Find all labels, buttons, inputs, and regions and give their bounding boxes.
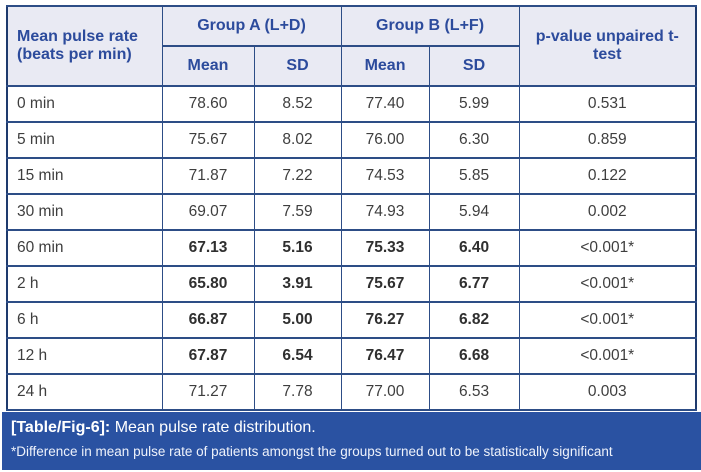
group-a-sd: 8.52 (253, 85, 342, 123)
group-a-mean: 71.27 (161, 373, 255, 411)
group-a-mean: 67.13 (161, 229, 255, 267)
caption-text: Mean pulse rate distribution. (114, 419, 316, 436)
group-a-mean: 65.80 (161, 265, 255, 303)
group-a-sd: 5.16 (253, 229, 342, 267)
group-b-sd: 5.99 (428, 85, 520, 123)
group-b-sd: 6.68 (428, 337, 520, 375)
group-b-sd: 6.53 (428, 373, 520, 411)
table-row: 5 min 75.67 8.02 76.00 6.30 0.859 (6, 121, 697, 159)
table-fig-label: [Table/Fig-6]: (11, 419, 111, 436)
table-row: 24 h 71.27 7.78 77.00 6.53 0.003 (6, 373, 697, 411)
table-row: 30 min 69.07 7.59 74.93 5.94 0.002 (6, 193, 697, 231)
time-label: 15 min (6, 157, 163, 195)
time-label: 12 h (6, 337, 163, 375)
header-group-b: Group B (L+F) (340, 5, 520, 47)
header-group-a-sd: SD (253, 45, 342, 87)
footnote: *Difference in mean pulse rate of patien… (11, 444, 613, 459)
group-a-sd: 8.02 (253, 121, 342, 159)
group-b-sd: 6.82 (428, 301, 520, 339)
group-a-mean: 69.07 (161, 193, 255, 231)
time-label: 60 min (6, 229, 163, 267)
table-row-significant: 6 h 66.87 5.00 76.27 6.82 <0.001* (6, 301, 697, 339)
table-row-significant: 12 h 67.87 6.54 76.47 6.68 <0.001* (6, 337, 697, 375)
header-row-stats: Mean SD Mean SD (7, 45, 696, 87)
table-row-significant: 2 h 65.80 3.91 75.67 6.77 <0.001* (6, 265, 697, 303)
time-label: 2 h (6, 265, 163, 303)
p-value: <0.001* (518, 229, 697, 267)
group-a-sd: 3.91 (253, 265, 342, 303)
group-a-sd: 7.78 (253, 373, 342, 411)
table-row: 0 min 78.60 8.52 77.40 5.99 0.531 (6, 85, 697, 123)
p-value: 0.531 (518, 85, 697, 123)
group-a-sd: 7.59 (253, 193, 342, 231)
group-b-mean: 74.53 (340, 157, 430, 195)
p-value: 0.859 (518, 121, 697, 159)
time-label: 5 min (6, 121, 163, 159)
header-row-groups: Mean pulse rate (beats per min) Group A … (6, 5, 697, 87)
group-a-mean: 67.87 (161, 337, 255, 375)
group-b-mean: 76.27 (340, 301, 430, 339)
table-body: 0 min 78.60 8.52 77.40 5.99 0.531 5 min … (6, 85, 697, 411)
time-label: 6 h (6, 301, 163, 339)
header-group-b-sd: SD (428, 45, 520, 87)
group-a-sd: 5.00 (253, 301, 342, 339)
group-b-sd: 6.40 (428, 229, 520, 267)
p-value: 0.002 (518, 193, 697, 231)
group-b-sd: 5.85 (428, 157, 520, 195)
group-a-mean: 71.87 (161, 157, 255, 195)
table-caption: [Table/Fig-6]: Mean pulse rate distribut… (11, 417, 701, 439)
header-group-b-mean: Mean (340, 45, 430, 87)
group-b-mean: 75.67 (340, 265, 430, 303)
group-b-mean: 74.93 (340, 193, 430, 231)
group-a-mean: 78.60 (161, 85, 255, 123)
time-label: 24 h (6, 373, 163, 411)
header-p-value: p-value unpaired t-test (518, 5, 697, 87)
pulse-rate-table: Mean pulse rate (beats per min) Group A … (6, 5, 698, 411)
header-group-a: Group A (L+D) (161, 5, 342, 47)
group-b-mean: 75.33 (340, 229, 430, 267)
group-a-mean: 66.87 (161, 301, 255, 339)
p-value: <0.001* (518, 337, 697, 375)
group-a-mean: 75.67 (161, 121, 255, 159)
header-group-a-mean: Mean (161, 45, 255, 87)
header-mean-pulse-rate: Mean pulse rate (beats per min) (6, 5, 163, 87)
group-b-sd: 6.30 (428, 121, 520, 159)
time-label: 0 min (6, 85, 163, 123)
caption-bar: [Table/Fig-6]: Mean pulse rate distribut… (2, 412, 701, 470)
p-value: <0.001* (518, 301, 697, 339)
group-b-mean: 77.00 (340, 373, 430, 411)
group-b-mean: 76.00 (340, 121, 430, 159)
table-header: Mean pulse rate (beats per min) Group A … (6, 5, 697, 87)
group-a-sd: 6.54 (253, 337, 342, 375)
time-label: 30 min (6, 193, 163, 231)
p-value: <0.001* (518, 265, 697, 303)
group-b-mean: 77.40 (340, 85, 430, 123)
group-a-sd: 7.22 (253, 157, 342, 195)
p-value: 0.003 (518, 373, 697, 411)
table-row: 15 min 71.87 7.22 74.53 5.85 0.122 (6, 157, 697, 195)
group-b-sd: 6.77 (428, 265, 520, 303)
table-row-significant: 60 min 67.13 5.16 75.33 6.40 <0.001* (6, 229, 697, 267)
group-b-sd: 5.94 (428, 193, 520, 231)
p-value: 0.122 (518, 157, 697, 195)
group-b-mean: 76.47 (340, 337, 430, 375)
